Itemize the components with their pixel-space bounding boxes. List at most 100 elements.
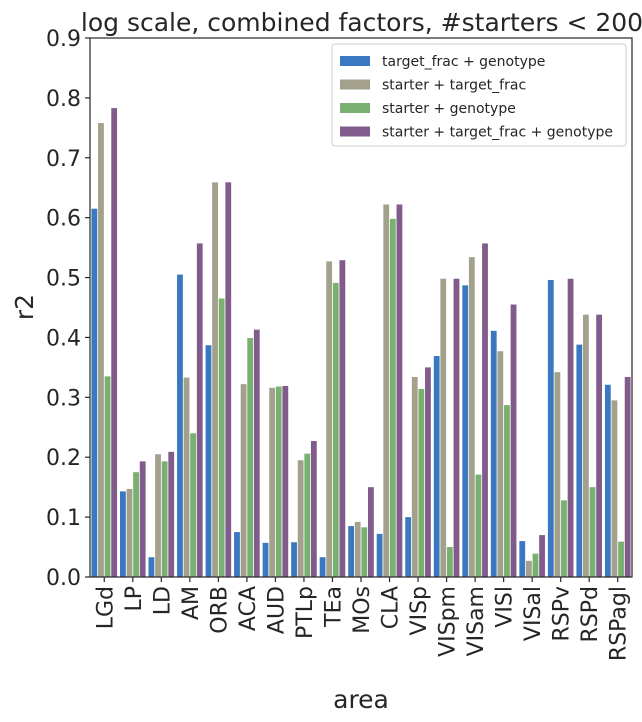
bar-MOs-series-1 — [348, 526, 354, 577]
x-tick-label: RSPagl — [607, 586, 632, 661]
bar-LD-series-4 — [168, 451, 175, 577]
bar-AUD-series-4 — [282, 385, 289, 577]
bar-VISp-series-1 — [405, 517, 412, 577]
bar-TEa-series-4 — [339, 260, 346, 577]
bar-ORB-series-3 — [218, 298, 225, 577]
legend-swatch — [340, 56, 370, 66]
bar-AUD-series-3 — [275, 386, 282, 577]
bar-VISam-series-1 — [462, 285, 469, 577]
bar-ORB-series-1 — [205, 345, 212, 577]
bar-PTLp-series-3 — [304, 453, 311, 577]
x-tick-label: ORB — [207, 586, 232, 634]
x-axis-label: area — [333, 685, 389, 714]
x-tick-label: RSPd — [578, 586, 603, 642]
x-tick-label: VISam — [464, 586, 489, 656]
y-tick-label: 0.1 — [46, 506, 81, 531]
x-tick-label: LP — [122, 586, 147, 612]
x-tick-label: PTLp — [293, 586, 318, 639]
legend-label: starter + genotype — [382, 101, 516, 117]
y-tick-label: 0.3 — [46, 386, 81, 411]
x-tick-label: MOs — [350, 586, 375, 634]
legend-label: target_frac + genotype — [382, 54, 545, 70]
bar-LP-series-2 — [126, 488, 133, 577]
bar-CLA-series-3 — [389, 218, 396, 578]
plot-area: 0.0 0.1 0.2 0.3 0.4 0.5 0.6 0.7 0.8 0.9 LGd LP LD AM O… — [46, 27, 633, 661]
x-tick-label: CLA — [379, 586, 404, 629]
bar-VISal-series-1 — [519, 541, 526, 577]
bar-LGd-series-2 — [98, 123, 104, 577]
y-tick-label: 0.8 — [46, 87, 81, 112]
bar-VISp-series-3 — [418, 388, 425, 577]
bar-RSPv-series-3 — [561, 500, 567, 577]
y-tick-label: 0.6 — [46, 207, 81, 232]
bar-CLA-series-1 — [376, 533, 383, 577]
bar-RSPv-series-1 — [547, 279, 554, 577]
bar-MOs-series-4 — [368, 487, 374, 577]
bar-RSPagl-series-3 — [618, 541, 624, 577]
x-tick-label: VISl — [493, 586, 518, 628]
chart-title: log scale, combined factors, #starters <… — [81, 8, 642, 37]
bar-TEa-series-2 — [326, 261, 333, 577]
bar-LGd-series-1 — [91, 208, 98, 577]
bar-ACA-series-1 — [234, 532, 240, 577]
y-axis-label: r2 — [10, 294, 39, 320]
y-tick-label: 0.9 — [46, 27, 81, 52]
bar-VISam-series-2 — [468, 257, 475, 577]
bar-LP-series-3 — [133, 472, 139, 577]
x-tick-label: AM — [179, 586, 204, 620]
bar-LD-series-1 — [148, 557, 155, 577]
bar-CLA-series-2 — [383, 204, 390, 578]
bar-ACA-series-4 — [253, 329, 260, 577]
bar-AM-series-4 — [196, 243, 203, 578]
x-tick-label: VISal — [521, 586, 546, 641]
bar-LP-series-1 — [119, 491, 126, 577]
x-tick-label: TEa — [321, 586, 346, 628]
bar-VISpm-series-1 — [433, 356, 440, 577]
bar-TEa-series-1 — [319, 557, 326, 577]
x-tick-label: RSPv — [550, 586, 575, 642]
x-tick-label: VISp — [407, 586, 432, 635]
bar-RSPd-series-4 — [596, 314, 603, 577]
bar-RSPd-series-1 — [576, 344, 583, 577]
bar-VISl-series-1 — [490, 330, 497, 577]
x-tick-label: LD — [150, 586, 175, 615]
bar-VISl-series-2 — [497, 351, 504, 577]
bar-VISal-series-3 — [532, 553, 539, 577]
bar-LGd-series-4 — [111, 108, 118, 577]
bar-RSPd-series-2 — [583, 314, 589, 577]
y-tick-label: 0.5 — [46, 267, 81, 292]
bar-VISl-series-4 — [510, 304, 517, 577]
bar-PTLp-series-1 — [291, 542, 297, 577]
bar-AUD-series-2 — [269, 387, 276, 577]
bar-ACA-series-3 — [247, 338, 254, 577]
bar-VISl-series-3 — [504, 405, 510, 577]
bar-PTLp-series-4 — [310, 441, 317, 577]
bar-VISpm-series-4 — [453, 278, 460, 577]
bar-RSPagl-series-4 — [624, 376, 631, 577]
bar-TEa-series-3 — [332, 282, 339, 577]
x-tick-label: VISpm — [436, 586, 461, 657]
bar-RSPv-series-4 — [567, 278, 574, 577]
bar-ORB-series-4 — [225, 182, 232, 577]
bar-MOs-series-3 — [361, 527, 368, 577]
legend-label: starter + target_frac — [382, 78, 526, 94]
bar-LP-series-4 — [139, 461, 146, 577]
bar-LD-series-3 — [161, 461, 168, 577]
bar-VISal-series-2 — [525, 560, 532, 577]
legend-swatch — [340, 126, 370, 137]
x-tick-label: AUD — [264, 586, 289, 634]
legend-box — [331, 43, 627, 147]
y-tick-label: 0.2 — [46, 446, 81, 471]
legend: target_frac + genotype starter + target_f… — [331, 43, 627, 147]
bar-VISpm-series-2 — [440, 278, 447, 577]
bar-LD-series-2 — [155, 454, 161, 577]
y-tick-label: 0.0 — [46, 566, 81, 591]
bar-RSPd-series-3 — [589, 487, 596, 577]
legend-swatch — [340, 79, 370, 90]
bar-VISp-series-2 — [411, 376, 418, 577]
y-tick-label: 0.4 — [46, 326, 81, 351]
bar-ACA-series-2 — [240, 384, 247, 577]
bar-ORB-series-2 — [212, 182, 218, 577]
x-tick-label: LGd — [93, 586, 118, 629]
